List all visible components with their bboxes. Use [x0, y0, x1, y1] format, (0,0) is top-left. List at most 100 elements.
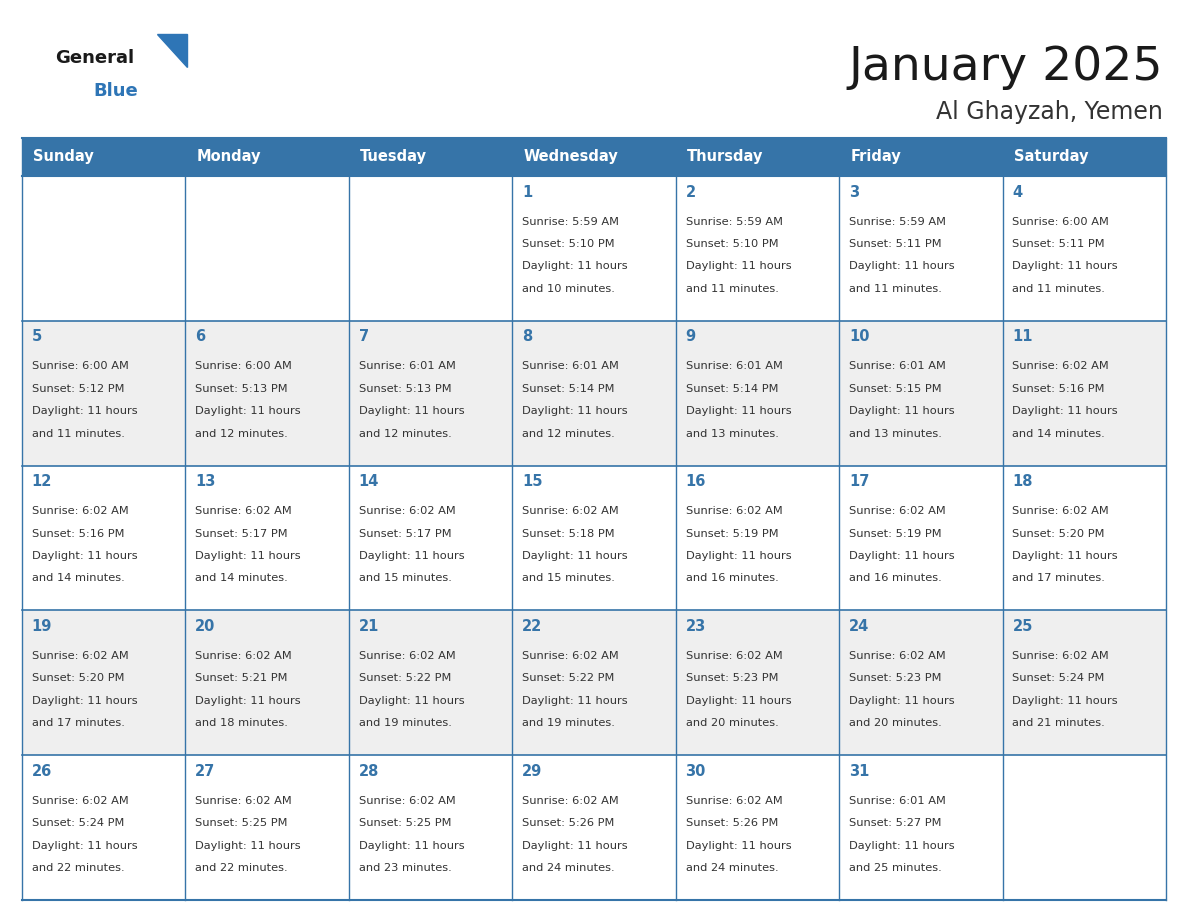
Text: 8: 8 — [522, 330, 532, 344]
Bar — [23, 465, 185, 610]
Bar — [512, 756, 676, 900]
Text: Daylight: 11 hours: Daylight: 11 hours — [685, 262, 791, 272]
Text: Sunset: 5:12 PM: Sunset: 5:12 PM — [32, 384, 125, 394]
Text: Sunrise: 6:02 AM: Sunrise: 6:02 AM — [195, 506, 292, 516]
Text: 1: 1 — [522, 185, 532, 200]
Text: and 14 minutes.: and 14 minutes. — [32, 574, 125, 584]
Bar — [185, 756, 349, 900]
Text: 20: 20 — [195, 619, 215, 634]
Text: 22: 22 — [522, 619, 543, 634]
Bar — [512, 610, 676, 756]
Text: Sunrise: 6:02 AM: Sunrise: 6:02 AM — [359, 506, 455, 516]
Text: and 18 minutes.: and 18 minutes. — [195, 718, 289, 728]
Text: and 23 minutes.: and 23 minutes. — [359, 863, 451, 873]
Bar — [839, 176, 1003, 320]
Text: Sunrise: 6:01 AM: Sunrise: 6:01 AM — [685, 362, 783, 372]
Text: and 24 minutes.: and 24 minutes. — [685, 863, 778, 873]
Text: 30: 30 — [685, 764, 706, 778]
Text: Sunrise: 6:01 AM: Sunrise: 6:01 AM — [849, 362, 946, 372]
Text: Sunrise: 6:02 AM: Sunrise: 6:02 AM — [685, 796, 782, 806]
Text: Sunset: 5:25 PM: Sunset: 5:25 PM — [195, 818, 287, 828]
Text: 9: 9 — [685, 330, 696, 344]
Bar — [349, 138, 512, 176]
Text: and 21 minutes.: and 21 minutes. — [1012, 718, 1105, 728]
Bar — [185, 465, 349, 610]
Text: 21: 21 — [359, 619, 379, 634]
Text: Sunset: 5:23 PM: Sunset: 5:23 PM — [849, 674, 941, 683]
Text: 13: 13 — [195, 475, 215, 489]
Text: Sunrise: 6:00 AM: Sunrise: 6:00 AM — [32, 362, 128, 372]
Bar — [1003, 465, 1165, 610]
Text: January 2025: January 2025 — [848, 45, 1163, 90]
Text: Thursday: Thursday — [687, 150, 764, 164]
Text: and 22 minutes.: and 22 minutes. — [195, 863, 287, 873]
Text: and 19 minutes.: and 19 minutes. — [522, 718, 615, 728]
Text: 2: 2 — [685, 185, 696, 200]
Bar — [185, 320, 349, 465]
Bar — [1003, 610, 1165, 756]
Text: Sunset: 5:17 PM: Sunset: 5:17 PM — [359, 529, 451, 539]
Text: Sunset: 5:19 PM: Sunset: 5:19 PM — [849, 529, 942, 539]
Text: and 22 minutes.: and 22 minutes. — [32, 863, 125, 873]
Text: Daylight: 11 hours: Daylight: 11 hours — [522, 407, 627, 416]
Text: Sunrise: 6:01 AM: Sunrise: 6:01 AM — [522, 362, 619, 372]
Text: Sunset: 5:20 PM: Sunset: 5:20 PM — [1012, 529, 1105, 539]
Text: Tuesday: Tuesday — [360, 150, 428, 164]
Text: Daylight: 11 hours: Daylight: 11 hours — [1012, 696, 1118, 706]
Text: 18: 18 — [1012, 475, 1032, 489]
Text: Daylight: 11 hours: Daylight: 11 hours — [195, 841, 301, 851]
Bar — [512, 320, 676, 465]
Text: Sunrise: 6:02 AM: Sunrise: 6:02 AM — [849, 506, 946, 516]
Text: Sunrise: 6:02 AM: Sunrise: 6:02 AM — [359, 796, 455, 806]
Text: 23: 23 — [685, 619, 706, 634]
Bar — [512, 138, 676, 176]
Text: and 11 minutes.: and 11 minutes. — [32, 429, 125, 439]
Text: Sunrise: 6:02 AM: Sunrise: 6:02 AM — [32, 506, 128, 516]
Text: and 12 minutes.: and 12 minutes. — [195, 429, 287, 439]
Text: Daylight: 11 hours: Daylight: 11 hours — [522, 551, 627, 561]
Text: Daylight: 11 hours: Daylight: 11 hours — [359, 841, 465, 851]
Text: 10: 10 — [849, 330, 870, 344]
Bar — [185, 610, 349, 756]
Bar — [1003, 756, 1165, 900]
Text: Daylight: 11 hours: Daylight: 11 hours — [522, 262, 627, 272]
Bar — [349, 756, 512, 900]
Text: and 12 minutes.: and 12 minutes. — [359, 429, 451, 439]
Text: Daylight: 11 hours: Daylight: 11 hours — [849, 696, 955, 706]
Text: and 24 minutes.: and 24 minutes. — [522, 863, 614, 873]
Bar — [349, 176, 512, 320]
Text: Sunset: 5:17 PM: Sunset: 5:17 PM — [195, 529, 287, 539]
Text: Sunrise: 6:01 AM: Sunrise: 6:01 AM — [849, 796, 946, 806]
Text: Sunrise: 6:01 AM: Sunrise: 6:01 AM — [359, 362, 455, 372]
Text: and 13 minutes.: and 13 minutes. — [849, 429, 942, 439]
Text: 4: 4 — [1012, 185, 1023, 200]
Text: 29: 29 — [522, 764, 543, 778]
Text: Daylight: 11 hours: Daylight: 11 hours — [195, 551, 301, 561]
Text: and 15 minutes.: and 15 minutes. — [522, 574, 615, 584]
Text: and 14 minutes.: and 14 minutes. — [195, 574, 287, 584]
Text: Sunrise: 6:02 AM: Sunrise: 6:02 AM — [1012, 506, 1110, 516]
Text: Daylight: 11 hours: Daylight: 11 hours — [685, 696, 791, 706]
Bar — [839, 320, 1003, 465]
Bar — [1003, 176, 1165, 320]
Text: 31: 31 — [849, 764, 870, 778]
Text: Sunset: 5:27 PM: Sunset: 5:27 PM — [849, 818, 941, 828]
Text: Sunset: 5:20 PM: Sunset: 5:20 PM — [32, 674, 125, 683]
Text: Daylight: 11 hours: Daylight: 11 hours — [195, 407, 301, 416]
Text: Sunset: 5:23 PM: Sunset: 5:23 PM — [685, 674, 778, 683]
Text: Daylight: 11 hours: Daylight: 11 hours — [359, 407, 465, 416]
Bar — [23, 756, 185, 900]
Bar — [676, 610, 839, 756]
Text: Sunset: 5:14 PM: Sunset: 5:14 PM — [685, 384, 778, 394]
Text: 3: 3 — [849, 185, 859, 200]
Text: Sunrise: 6:02 AM: Sunrise: 6:02 AM — [32, 796, 128, 806]
Text: Daylight: 11 hours: Daylight: 11 hours — [1012, 407, 1118, 416]
Text: Sunset: 5:15 PM: Sunset: 5:15 PM — [849, 384, 942, 394]
Text: and 11 minutes.: and 11 minutes. — [849, 284, 942, 294]
Text: 16: 16 — [685, 475, 706, 489]
Text: Daylight: 11 hours: Daylight: 11 hours — [195, 696, 301, 706]
Text: and 11 minutes.: and 11 minutes. — [1012, 284, 1105, 294]
Text: Sunrise: 6:02 AM: Sunrise: 6:02 AM — [195, 651, 292, 661]
Text: Sunset: 5:16 PM: Sunset: 5:16 PM — [1012, 384, 1105, 394]
Text: 15: 15 — [522, 475, 543, 489]
